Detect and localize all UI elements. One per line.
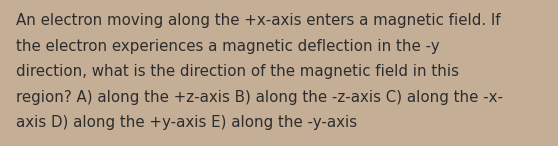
Text: axis D) along the +y-axis E) along the -y-axis: axis D) along the +y-axis E) along the -… [16, 115, 357, 130]
Text: region? A) along the +z-axis B) along the -z-axis C) along the -x-: region? A) along the +z-axis B) along th… [16, 90, 503, 105]
Text: An electron moving along the +x-axis enters a magnetic field. If: An electron moving along the +x-axis ent… [16, 13, 501, 28]
Text: the electron experiences a magnetic deflection in the -y: the electron experiences a magnetic defl… [16, 39, 439, 54]
Text: direction, what is the direction of the magnetic field in this: direction, what is the direction of the … [16, 64, 459, 79]
